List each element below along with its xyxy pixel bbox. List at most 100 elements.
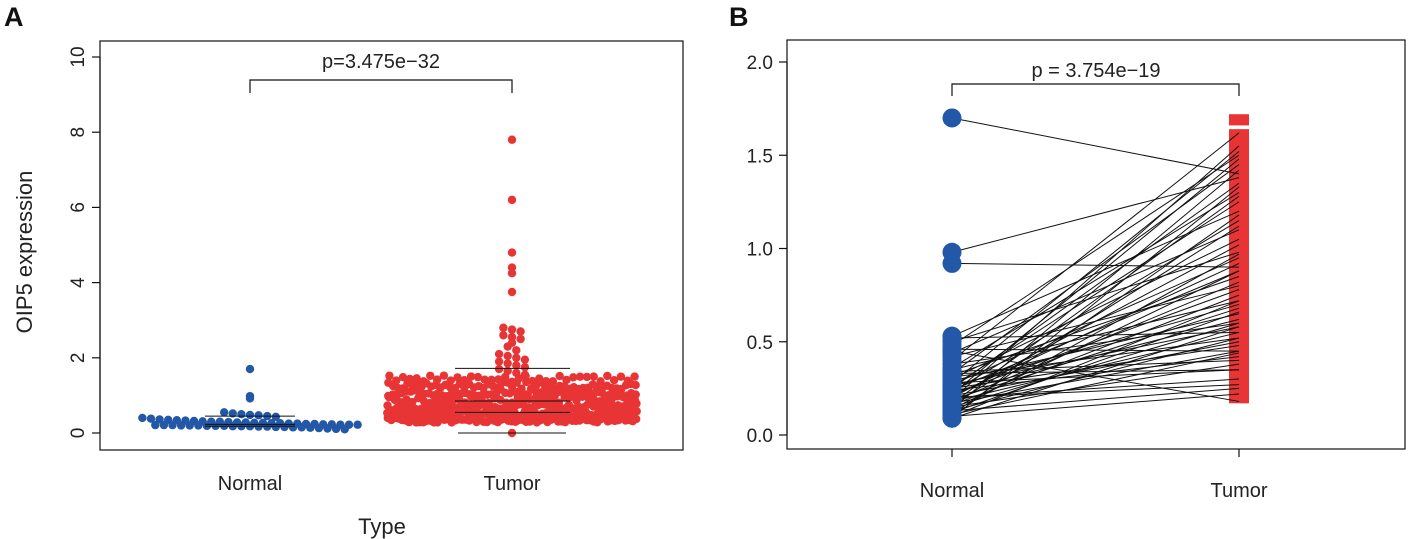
panel-a-ytick-label: 4 [68,277,89,288]
panel-a-tumor-point [616,372,626,381]
panel-b-pair-line [951,214,1240,415]
panel-b-pair-line [951,337,1240,412]
panel-a-normal-point [228,409,237,418]
panel-b-tumor-bar [1229,129,1249,404]
panel-b-pair-line [951,352,1240,415]
panel-a-tumor-point [632,407,641,416]
panel-a-tumor-point [630,372,639,381]
panel-a-tumor-point [507,287,517,297]
panel-b-pair-line [951,350,1240,404]
panel-a-tumor-point [494,364,504,374]
panel-a-normal-point [138,413,147,423]
panel-b-pair-line [951,331,1240,402]
panel-b-pair-line [951,369,1240,374]
panel-a-tumor-point [466,372,476,381]
panel-a-tumor-point [512,378,521,387]
panel-a-tumor-point [494,357,504,366]
panel-b: B 0.0 0.5 1.0 1.5 2.0 p = 3.754e−19 Normal T… [729,2,1406,502]
panel-a-tumor-point [503,359,512,368]
panel-a-pvalue: p=3.475e−32 [322,51,440,73]
panel-b-pair-line [951,276,1240,376]
panel-a-ytick-label: 10 [68,46,89,67]
panel-a-tumor-point [426,371,435,380]
panel-a-significance-bracket [249,79,513,93]
panel-b-pair-line [951,117,1240,175]
panel-b-plot-frame [786,39,1406,450]
panel-b-pair-line [951,145,1240,400]
panel-a-tumor-point [439,371,449,380]
panel-a-tumor-point [520,363,530,372]
panel-a-tumor-point [499,323,508,332]
panel-b-xtick-normal: Normal [920,480,984,502]
panel-a-tumor-point [385,371,394,380]
panel-a-ytick-label: 6 [68,202,89,213]
panel-a-tumor-point [503,351,512,361]
panel-a-tumor-point [507,195,517,205]
panel-b-pair-line [951,220,1240,393]
panel-a-xtick-normal: Normal [218,473,282,495]
panel-a-normal-point [168,420,177,430]
panel-a-tumor-point [632,414,641,424]
panel-b-pair-line [951,262,1240,268]
panel-a-tumor-point [503,342,512,351]
panel-b-ytick-label: 2.0 [747,53,773,74]
panel-b-tumor-bar-top [1229,114,1249,126]
panel-b-pair-line [951,307,1240,401]
panel-b-significance-bracket [951,83,1240,96]
panel-b-pair-line [951,270,1240,391]
panel-a-normal-point [331,424,341,434]
panel-b-normal-point [942,253,962,273]
panel-a-tumor-point [507,269,517,278]
panel-b-pair-line [951,322,1240,408]
panel-b-pair-line [951,326,1240,419]
panel-a-tumor-point [494,349,504,359]
panel-a-normal-point [288,423,298,432]
panel-b-pair-line [951,244,1240,399]
panel-b-pair-line [951,186,1240,419]
panel-a-normal-point [340,425,349,434]
panel-b-pair-line [951,177,1240,253]
panel-a-tumor-point [555,371,564,381]
panel-a-tumor-point [398,372,408,382]
panel-a-tumor-point [512,361,521,370]
panel-b-normal-point [942,341,962,361]
panel-a-tumor-point [582,372,592,382]
panel-a-normal-point [219,408,229,417]
panel-b-label: B [729,2,749,32]
panel-a-tumor-point [512,346,521,355]
panel-a-tumor-point [603,371,612,381]
panel-a-tumor-point [589,372,598,381]
panel-b-pair-line [951,201,1240,387]
panel-a-tumor-point [516,327,525,336]
panel-a-normal-point [306,423,315,432]
panel-a-tumor-point [569,373,578,382]
panel-a-normal-point [280,422,289,432]
panel-b-normal-point [942,108,962,128]
panel-a-tumor-point [522,377,531,387]
panel-b-pair-line [951,393,1240,417]
panel-a-tumor-point [575,372,585,381]
panel-a-tumor-point [507,135,517,144]
panel-b-pair-line [951,384,1240,399]
panel-a-ylabel: OIP5 expression [12,171,37,334]
panel-a-tumor-point [512,353,521,362]
panel-b-normal-point [942,408,962,428]
panel-a-normal-point [314,423,324,433]
panel-b-pair-line [951,253,1240,414]
panel-b-pvalue: p = 3.754e−19 [1031,60,1160,82]
panel-b-pair-line [951,151,1240,384]
panel-b-normal-point [942,388,962,408]
panel-a-normal-point [245,364,255,374]
panel-b-pair-line [951,158,1240,395]
panel-a-tumor-point [499,331,508,340]
panel-b-pair-line [951,262,1240,397]
panel-b-pair-line [951,229,1240,354]
panel-a-tumor-point [453,373,462,382]
panel-b-pair-line [951,169,1240,410]
panel-a-normal-point [151,420,160,430]
panel-a-normal-point [254,411,263,420]
panel-a-normal-point [245,410,255,420]
panel-b-pair-line [951,363,1240,408]
panel-b-pair-line [951,164,1240,374]
